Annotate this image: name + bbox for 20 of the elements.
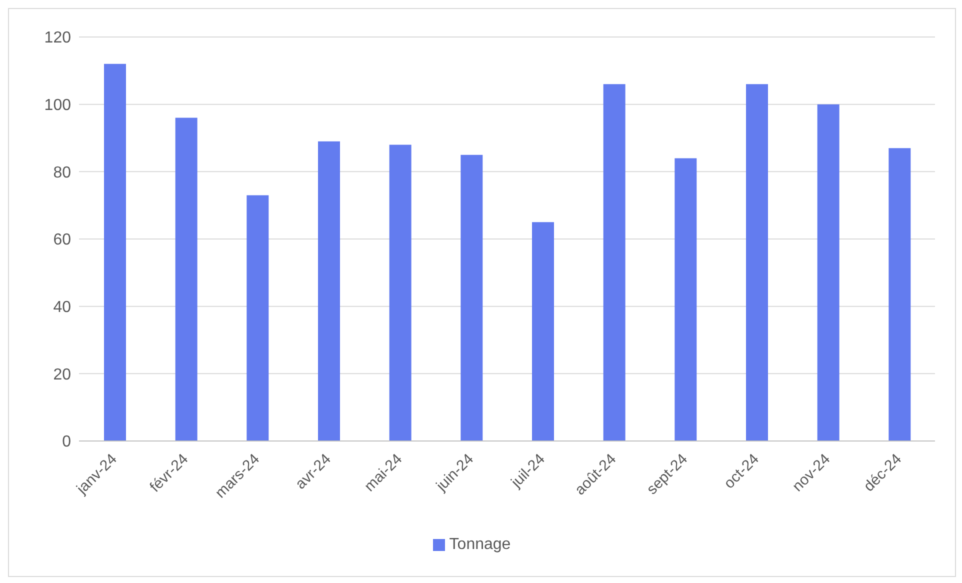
bar — [603, 84, 626, 441]
y-tick-label: 0 — [62, 434, 72, 451]
bar — [175, 118, 198, 441]
bar — [888, 148, 911, 441]
bar — [674, 158, 697, 441]
y-tick-label: 120 — [44, 30, 72, 47]
y-tick-label: 100 — [44, 97, 72, 114]
bar — [318, 141, 340, 441]
bar — [104, 64, 126, 441]
y-tick-label: 20 — [53, 366, 72, 384]
bar — [532, 222, 554, 441]
y-tick-label: 60 — [53, 232, 72, 249]
bar — [389, 144, 412, 441]
legend-label: Tonnage — [449, 536, 511, 553]
bar — [460, 154, 483, 441]
y-tick-label: 80 — [53, 164, 72, 182]
bar — [746, 84, 768, 441]
bar — [246, 195, 269, 441]
bar — [817, 104, 840, 441]
y-tick-label: 40 — [53, 299, 72, 316]
